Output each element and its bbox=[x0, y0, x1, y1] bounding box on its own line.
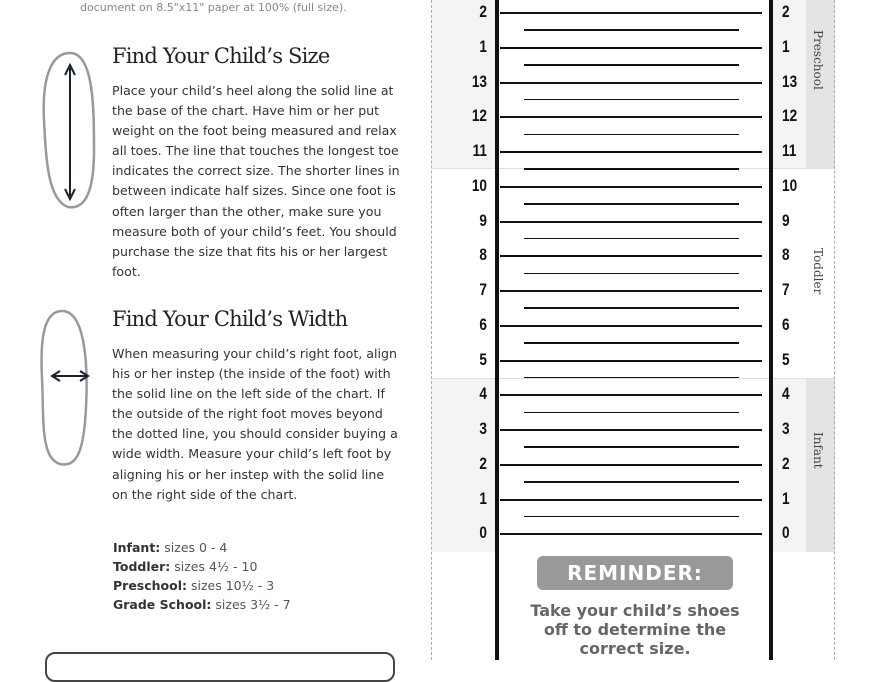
half-size-line bbox=[524, 272, 739, 275]
whole-size-line bbox=[500, 290, 762, 292]
size-label-right: 11 bbox=[782, 141, 797, 160]
half-size-line bbox=[524, 376, 739, 379]
size-label-left: 10 bbox=[471, 175, 487, 195]
size-label-left: 0 bbox=[479, 523, 487, 543]
infant-category-band bbox=[806, 378, 835, 552]
legend-item-grade-school: Grade School: sizes 3½ - 7 bbox=[113, 597, 291, 612]
size-label-left: 9 bbox=[479, 210, 487, 230]
legend-item-preschool: Preschool: sizes 10½ - 3 bbox=[113, 578, 275, 593]
size-label-left: 2 bbox=[479, 453, 487, 473]
half-size-line bbox=[524, 64, 739, 66]
print-instruction: document on 8.5"x11" paper at 100% (full… bbox=[80, 1, 347, 14]
width-instructions: When measuring your child’s right foot, … bbox=[112, 346, 398, 502]
size-label-right: 2 bbox=[782, 2, 790, 21]
whole-size-line bbox=[500, 498, 762, 501]
size-label-right: 5 bbox=[782, 349, 790, 369]
size-label-left: 1 bbox=[479, 488, 487, 508]
right-solid-line bbox=[769, 0, 773, 660]
half-size-line bbox=[524, 168, 739, 170]
whole-size-line bbox=[500, 12, 762, 14]
legend-item-toddler: Toddler: sizes 4½ - 10 bbox=[113, 559, 258, 574]
foot-width-icon bbox=[40, 309, 90, 466]
whole-size-line bbox=[500, 46, 762, 49]
size-instructions: Place your child’s heel along the solid … bbox=[112, 83, 400, 279]
whole-size-line bbox=[500, 116, 762, 119]
size-label-left: 5 bbox=[479, 349, 487, 369]
category-infant: Infant bbox=[811, 432, 825, 469]
size-legend: Infant: sizes 0 - 4 Toddler: sizes 4½ - … bbox=[113, 538, 291, 614]
size-label-left: 12 bbox=[471, 106, 487, 126]
half-size-line bbox=[524, 203, 739, 205]
infant-band-right bbox=[772, 378, 806, 552]
preschool-band-right bbox=[772, 0, 806, 168]
size-label-right: 1 bbox=[782, 36, 790, 56]
reminder-badge: REMINDER: bbox=[537, 556, 733, 590]
size-label-right: 0 bbox=[782, 523, 790, 543]
bottom-box bbox=[45, 652, 395, 682]
half-size-line bbox=[524, 29, 739, 31]
size-heading: Find Your Child’s Size bbox=[112, 44, 330, 68]
size-label-right: 8 bbox=[782, 245, 790, 265]
whole-size-line bbox=[500, 394, 762, 397]
foot-length-icon bbox=[42, 51, 96, 209]
left-solid-line bbox=[495, 0, 499, 660]
category-toddler: Toddler bbox=[811, 248, 825, 295]
infant-band-left bbox=[432, 378, 496, 552]
preschool-category-band bbox=[806, 0, 835, 168]
size-label-left: 8 bbox=[479, 245, 487, 265]
size-label-left: 1 bbox=[479, 36, 487, 56]
width-heading: Find Your Child’s Width bbox=[112, 307, 348, 331]
whole-size-line bbox=[500, 151, 762, 153]
size-label-left: 3 bbox=[479, 419, 487, 438]
size-label-left: 11 bbox=[472, 141, 487, 160]
category-preschool: Preschool bbox=[811, 30, 825, 90]
legend-item-infant: Infant: sizes 0 - 4 bbox=[113, 540, 228, 555]
whole-size-line bbox=[500, 220, 762, 223]
whole-size-line bbox=[500, 185, 762, 188]
size-label-right: 7 bbox=[782, 280, 790, 299]
half-size-line bbox=[524, 98, 739, 101]
half-size-line bbox=[524, 133, 739, 136]
size-label-right: 1 bbox=[782, 488, 790, 508]
reminder-text: Take your child’s shoes off to determine… bbox=[530, 601, 740, 658]
whole-size-line bbox=[500, 533, 762, 536]
size-label-left: 2 bbox=[479, 2, 487, 21]
size-label-right: 2 bbox=[782, 453, 790, 473]
whole-size-line bbox=[500, 324, 762, 327]
half-size-line bbox=[524, 307, 739, 309]
half-size-line bbox=[524, 237, 739, 240]
size-label-left: 13 bbox=[471, 71, 487, 91]
size-label-right: 6 bbox=[782, 314, 790, 334]
divider bbox=[432, 378, 835, 379]
half-size-line bbox=[524, 446, 739, 448]
size-label-right: 3 bbox=[782, 419, 790, 438]
half-size-line bbox=[524, 481, 739, 483]
size-label-right: 9 bbox=[782, 210, 790, 230]
whole-size-line bbox=[500, 81, 762, 84]
whole-size-line bbox=[500, 429, 762, 431]
left-dotted-line bbox=[431, 0, 432, 660]
right-dotted-line bbox=[834, 0, 835, 660]
half-size-line bbox=[524, 515, 739, 518]
whole-size-line bbox=[500, 255, 762, 258]
size-label-right: 4 bbox=[782, 384, 790, 404]
half-size-line bbox=[524, 342, 739, 344]
size-label-left: 7 bbox=[479, 280, 487, 299]
preschool-band-left bbox=[432, 0, 496, 168]
size-label-right: 10 bbox=[782, 175, 798, 195]
whole-size-line bbox=[500, 463, 762, 466]
size-label-right: 12 bbox=[782, 106, 798, 126]
size-label-left: 6 bbox=[479, 314, 487, 334]
size-label-right: 13 bbox=[782, 71, 798, 91]
half-size-line bbox=[524, 411, 739, 414]
whole-size-line bbox=[500, 359, 762, 362]
size-label-left: 4 bbox=[479, 384, 487, 404]
